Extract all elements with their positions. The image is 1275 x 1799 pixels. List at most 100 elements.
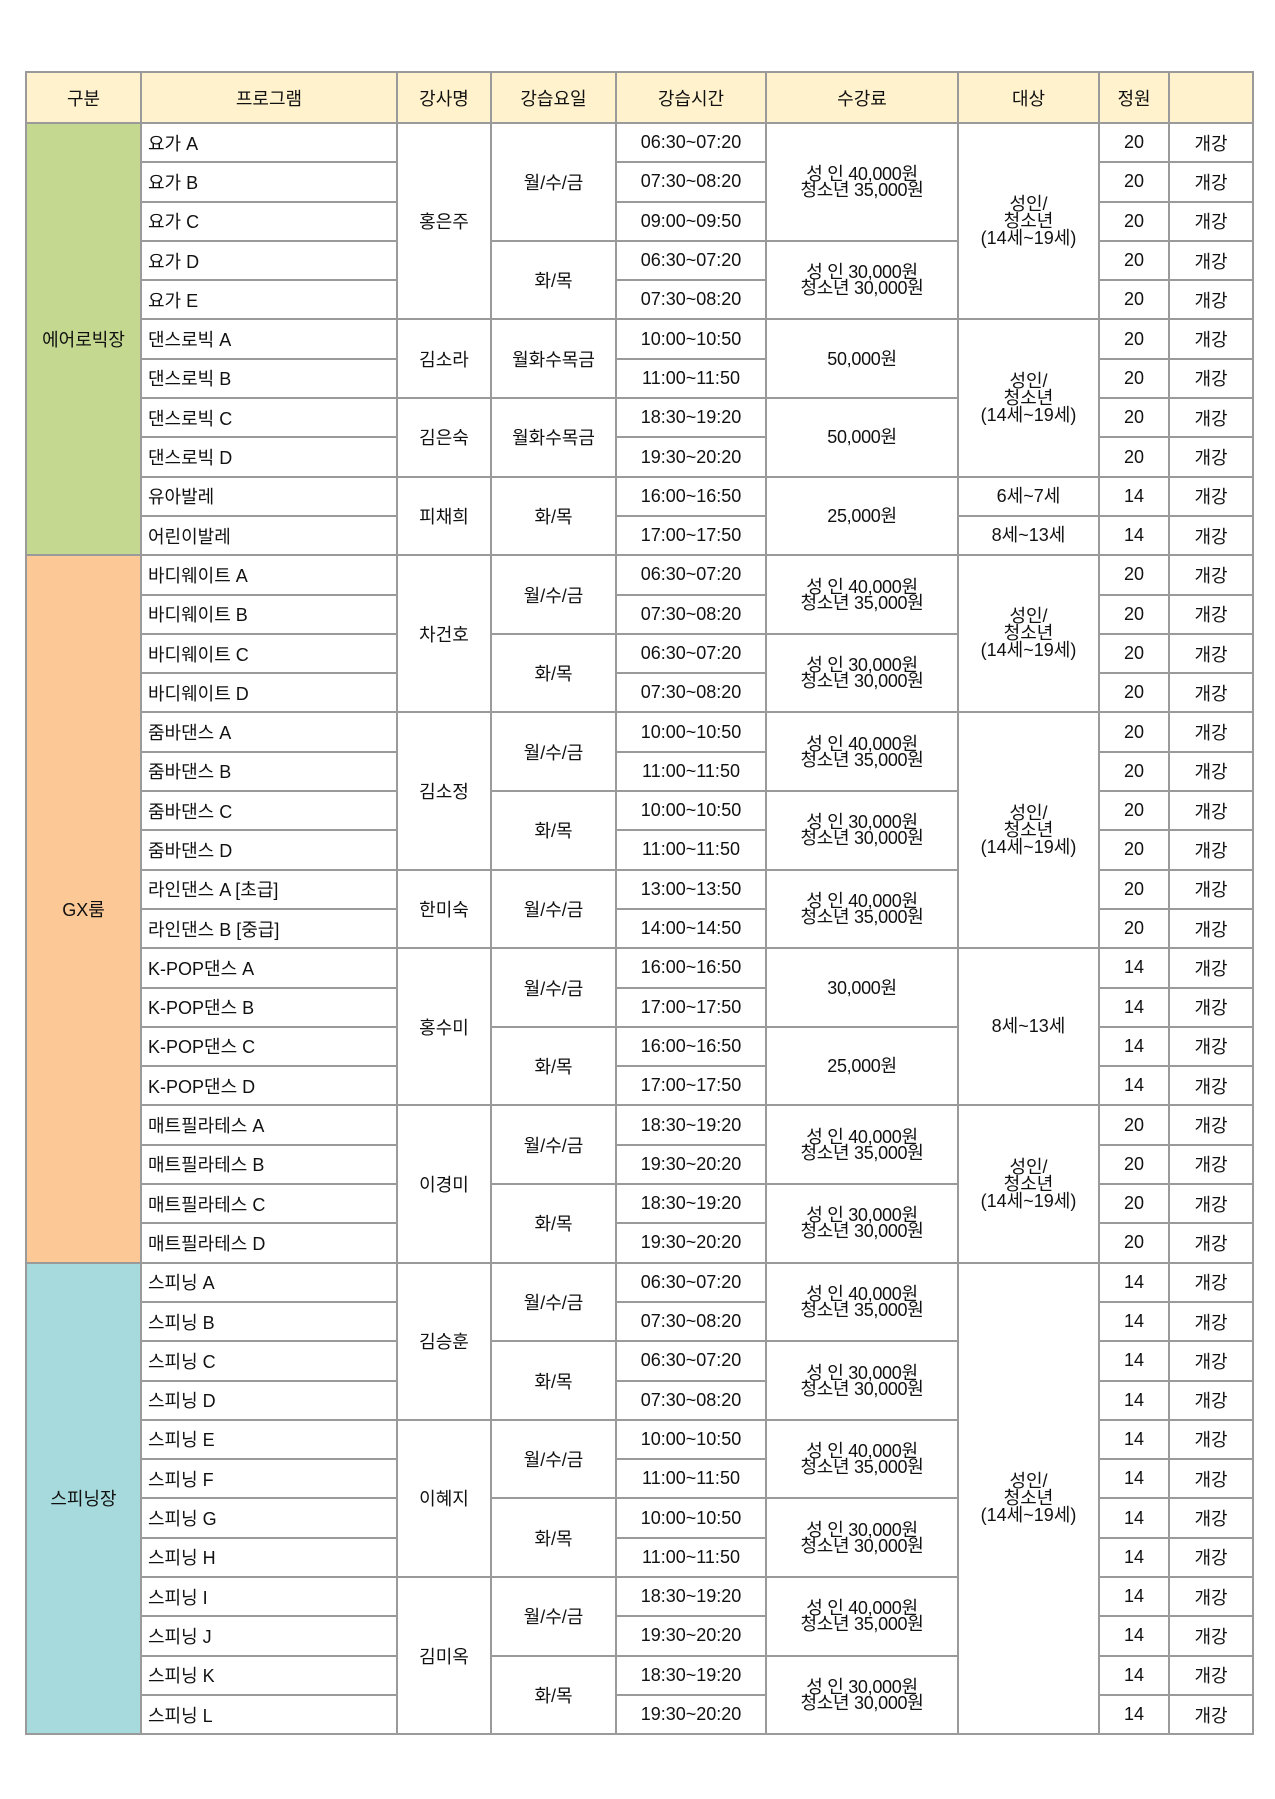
class-time: 11:00~11:50 — [615, 1536, 767, 1578]
instructor-name: 이혜지 — [396, 1418, 492, 1578]
status-badge: 개강 — [1168, 750, 1254, 793]
class-time: 06:30~07:20 — [615, 239, 767, 282]
table-row: K-POP댄스 C 화/목 16:00~16:50 25,000원 14 개강 — [26, 1025, 1254, 1107]
class-days: 월화수목금 — [490, 397, 617, 478]
tuition-fee: 성 인 30,000원 청소년 30,000원 — [765, 1497, 959, 1578]
header-target: 대상 — [957, 71, 1100, 124]
program-name: 매트필라테스 B — [140, 1143, 398, 1186]
program-schedule-table: 구분 프로그램 강사명 강습요일 강습시간 수강료 대상 정원 에어로빅장 요가 … — [25, 71, 1254, 1736]
table-row: 라인댄스 B [중급] 14:00~14:50 20 개강 — [26, 907, 1254, 950]
header-instructor: 강사명 — [396, 71, 492, 124]
capacity: 14 — [1098, 1025, 1170, 1068]
program-name: K-POP댄스 C — [140, 1025, 398, 1068]
class-time: 16:00~16:50 — [615, 1025, 767, 1068]
capacity: 14 — [1098, 1575, 1170, 1618]
class-time: 09:00~09:50 — [615, 200, 767, 242]
class-time: 19:30~20:20 — [615, 1222, 767, 1264]
class-time: 19:30~20:20 — [615, 1615, 767, 1657]
capacity: 14 — [1098, 1261, 1170, 1303]
program-name: 줌바댄스 C — [140, 790, 398, 832]
instructor-name: 피채희 — [396, 475, 492, 557]
class-time: 18:30~19:20 — [615, 1104, 767, 1146]
class-days: 월화수목금 — [490, 318, 617, 400]
class-time: 13:00~13:50 — [615, 868, 767, 910]
capacity: 14 — [1098, 1654, 1170, 1696]
table-row: 줌바댄스 B 11:00~11:50 20 개강 — [26, 750, 1254, 793]
class-time: 07:30~08:20 — [615, 672, 767, 714]
class-time: 18:30~19:20 — [615, 1183, 767, 1225]
class-days: 월/수/금 — [490, 711, 617, 793]
class-days: 화/목 — [490, 1497, 617, 1578]
table-row: 어린이발레 17:00~17:50 8세~13세 14 개강 — [26, 514, 1254, 557]
target-group: 8세~13세 — [957, 947, 1100, 1107]
capacity: 14 — [1098, 1536, 1170, 1578]
tuition-fee: 성 인 30,000원 청소년 30,000원 — [765, 790, 959, 871]
capacity: 20 — [1098, 121, 1170, 164]
class-days: 화/목 — [490, 1340, 617, 1421]
status-badge: 개강 — [1168, 672, 1254, 714]
tuition-fee: 성 인 40,000원 청소년 35,000원 — [765, 711, 959, 793]
class-time: 07:30~08:20 — [615, 1379, 767, 1421]
class-time: 06:30~07:20 — [615, 554, 767, 596]
table-row: 에어로빅장 요가 A 홍은주 월/수/금 06:30~07:20 성 인 40,000원 … — [25, 121, 1254, 557]
class-time: 19:30~20:20 — [615, 1693, 767, 1736]
status-badge: 개강 — [1168, 868, 1254, 910]
tuition-fee: 성 인 30,000원 청소년 30,000원 — [765, 1340, 959, 1421]
status-badge: 개강 — [1168, 436, 1254, 478]
table-row: K-POP댄스 B 17:00~17:50 14 개강 — [26, 986, 1254, 1028]
tuition-fee: 성 인 40,000원 청소년 35,000원 — [765, 1418, 959, 1500]
table-row: 유아발레 피채희 화/목 16:00~16:50 25,000원 6세~7세 14 개강 — [26, 475, 1254, 557]
table-row: 요가 D 화/목 06:30~07:20 성 인 30,000원 청소년 30,000… — [26, 239, 1254, 321]
table-row: 댄스로빅 A 김소라 월화수목금 10:00~10:50 50,000원 성인/ 청소년 … — [26, 318, 1254, 478]
capacity: 20 — [1098, 632, 1170, 675]
class-time: 10:00~10:50 — [615, 1497, 767, 1539]
header-status — [1168, 71, 1254, 124]
capacity: 14 — [1098, 1340, 1170, 1382]
status-badge: 개강 — [1168, 1143, 1254, 1186]
capacity: 20 — [1098, 357, 1170, 400]
status-badge: 개강 — [1168, 1025, 1254, 1068]
class-time: 16:00~16:50 — [615, 947, 767, 989]
class-days: 월/수/금 — [490, 1418, 617, 1500]
program-name: 스피닝 A — [140, 1261, 398, 1303]
capacity: 20 — [1098, 161, 1170, 203]
status-badge: 개강 — [1168, 1615, 1254, 1657]
header-time: 강습시간 — [615, 71, 767, 124]
table-row: 스피닝 D 07:30~08:20 14 개강 — [26, 1379, 1254, 1421]
section-label: 에어로빅장 — [25, 121, 142, 557]
table-row: 스피닝 H 11:00~11:50 14 개강 — [26, 1536, 1254, 1578]
class-time: 18:30~19:20 — [615, 397, 767, 439]
program-name: 요가 E — [140, 279, 398, 321]
tuition-fee: 성 인 30,000원 청소년 30,000원 — [765, 1183, 959, 1264]
tuition-fee: 25,000원 — [765, 1025, 959, 1107]
status-badge: 개강 — [1168, 161, 1254, 203]
program-name: K-POP댄스 D — [140, 1065, 398, 1107]
section-label: GX룸 — [25, 554, 142, 1264]
header-capacity: 정원 — [1098, 71, 1170, 124]
tuition-fee: 성 인 40,000원 청소년 35,000원 — [765, 1575, 959, 1657]
capacity: 14 — [1098, 1300, 1170, 1343]
class-days: 월/수/금 — [490, 1104, 617, 1186]
program-name: 댄스로빅 D — [140, 436, 398, 478]
status-badge: 개강 — [1168, 1379, 1254, 1421]
program-name: 스피닝 J — [140, 1615, 398, 1657]
capacity: 20 — [1098, 1143, 1170, 1186]
table-row: 바디웨이트 B 07:30~08:20 20 개강 — [26, 593, 1254, 635]
class-time: 07:30~08:20 — [615, 593, 767, 635]
table-row: 바디웨이트 D 07:30~08:20 20 개강 — [26, 672, 1254, 714]
program-name: 스피닝 G — [140, 1497, 398, 1539]
class-time: 10:00~10:50 — [615, 318, 767, 360]
class-time: 11:00~11:50 — [615, 750, 767, 793]
table-row: 스피닝 E 이혜지 월/수/금 10:00~10:50 성 인 40,000원 청소년 … — [26, 1418, 1254, 1578]
capacity: 20 — [1098, 750, 1170, 793]
class-days: 월/수/금 — [490, 1261, 617, 1343]
class-time: 18:30~19:20 — [615, 1575, 767, 1618]
program-name: K-POP댄스 A — [140, 947, 398, 989]
capacity: 20 — [1098, 1222, 1170, 1264]
class-time: 19:30~20:20 — [615, 436, 767, 478]
class-time: 07:30~08:20 — [615, 279, 767, 321]
instructor-name: 이경미 — [396, 1104, 492, 1264]
program-name: 스피닝 L — [140, 1693, 398, 1736]
status-badge: 개강 — [1168, 514, 1254, 557]
table-row: 스피닝 K 화/목 18:30~19:20 성 인 30,000원 청소년 30,00… — [26, 1654, 1254, 1736]
